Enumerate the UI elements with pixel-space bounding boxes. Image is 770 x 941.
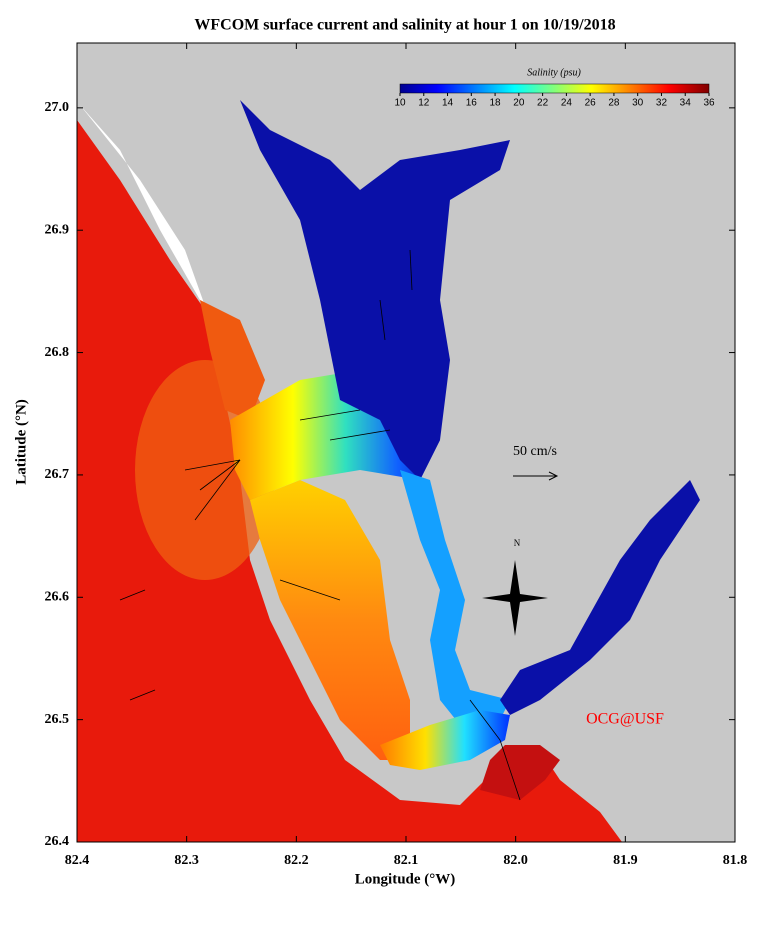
y-tick-label: 26.7	[45, 467, 70, 482]
scale-arrow	[513, 471, 559, 481]
colorbar-tick-label: 10	[394, 98, 406, 109]
colorbar-tick-label: 36	[703, 98, 715, 109]
colorbar-tick-label: 12	[418, 98, 430, 109]
lemon-bay	[200, 300, 265, 420]
credit: OCG@USF	[586, 711, 664, 728]
x-axis-label: Longitude (°W)	[355, 871, 456, 887]
y-tick-label: 26.5	[45, 712, 70, 727]
colorbar-tick-label: 34	[680, 98, 692, 109]
colorbar-tick-label: 16	[466, 98, 478, 109]
y-tick-label: 26.6	[45, 590, 70, 605]
san-carlos-bay	[380, 710, 510, 770]
matlacha-pass	[400, 470, 510, 725]
estero-bay	[480, 745, 560, 800]
gulf-water	[77, 120, 622, 842]
pine-island-sound	[250, 480, 410, 760]
colorbar-tick-label: 24	[561, 98, 573, 109]
colorbar-tick-label: 30	[632, 98, 644, 109]
current-vectors	[119, 249, 521, 801]
title: WFCOM surface current and salinity at ho…	[194, 17, 615, 34]
x-tick-label: 82.4	[65, 853, 90, 868]
x-tick-label: 82.1	[394, 853, 419, 868]
y-tick-label: 26.8	[45, 345, 70, 360]
colorbar-tick-label: 18	[490, 98, 502, 109]
x-tick-label: 81.9	[613, 853, 638, 868]
north-label: N	[514, 538, 521, 548]
caloosahatchee	[500, 480, 700, 715]
colorbar-tick-label: 28	[608, 98, 620, 109]
north-arrow	[482, 560, 548, 636]
x-tick-label: 82.2	[284, 853, 309, 868]
x-tick-label: 82.0	[503, 853, 528, 868]
peace-river	[240, 100, 510, 480]
colorbar-label: Salinity (psu)	[527, 67, 581, 78]
colorbar-tick-label: 14	[442, 98, 454, 109]
y-tick-label: 26.4	[45, 834, 70, 849]
colorbar	[399, 83, 710, 94]
colorbar-tick-label: 32	[656, 98, 668, 109]
y-tick-label: 26.9	[45, 222, 70, 237]
y-tick-label: 27.0	[45, 100, 70, 115]
colorbar-tick-label: 26	[585, 98, 597, 109]
y-axis-label: Latitude (°N)	[13, 399, 29, 485]
scale-label: 50 cm/s	[513, 444, 557, 459]
colorbar-tick-label: 22	[537, 98, 549, 109]
x-tick-label: 82.3	[174, 853, 199, 868]
colorbar-tick-label: 20	[513, 98, 525, 109]
x-tick-label: 81.8	[723, 853, 748, 868]
